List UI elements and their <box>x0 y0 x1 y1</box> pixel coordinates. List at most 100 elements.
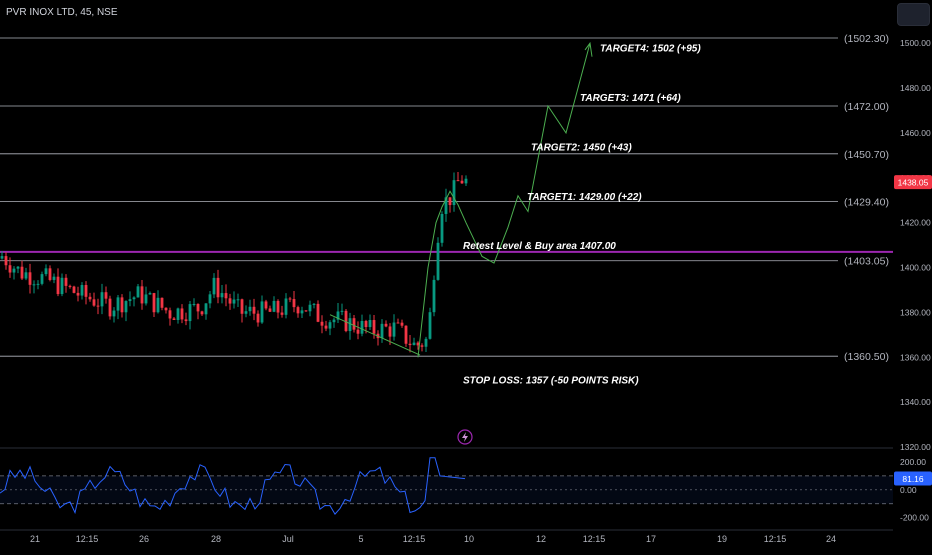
candle-body <box>32 284 36 286</box>
candle-body <box>352 318 356 330</box>
candle-body <box>280 312 284 315</box>
price-tick-label: 1380.00 <box>900 307 931 317</box>
candle-body <box>292 299 296 308</box>
candle-body <box>160 297 164 308</box>
candle-body <box>184 319 188 322</box>
candle-body <box>464 178 468 184</box>
time-tick-label: 5 <box>358 534 363 544</box>
candle-body <box>420 345 424 347</box>
candle-body <box>208 294 212 304</box>
candle-body <box>356 329 360 334</box>
candle-body <box>432 279 436 313</box>
annotation-label: TARGET3: 1471 (+64) <box>580 93 681 104</box>
candle-body <box>28 272 32 285</box>
price-tick-label: 1400.00 <box>900 263 931 273</box>
price-tick-label: 1340.00 <box>900 397 931 407</box>
toolbar-button[interactable] <box>897 3 930 26</box>
candle-body <box>348 318 352 332</box>
candle-body <box>156 297 160 313</box>
candle-body <box>340 310 344 312</box>
candle-body <box>228 298 232 304</box>
candle-body <box>144 294 148 304</box>
candle-body <box>96 305 100 307</box>
candle-body <box>332 319 336 323</box>
candle-body <box>36 283 40 285</box>
candle-body <box>224 293 228 299</box>
trend-line <box>329 314 421 356</box>
time-tick-label: 26 <box>139 534 149 544</box>
time-tick-label: 28 <box>211 534 221 544</box>
candle-body <box>0 256 4 259</box>
oscillator-line <box>0 457 466 515</box>
candle-body <box>288 298 292 300</box>
oscillator-tick-label: 200.00 <box>900 457 926 467</box>
candle-body <box>428 312 432 339</box>
annotation-label: Retest Level & Buy area 1407.00 <box>463 241 616 252</box>
time-tick-label: 12:15 <box>76 534 99 544</box>
candle-body <box>56 276 60 295</box>
level-label: (1472.00) <box>844 101 889 113</box>
candle-body <box>104 292 108 299</box>
candle-body <box>396 322 400 324</box>
candle-body <box>116 297 120 311</box>
candle-body <box>344 310 348 332</box>
candle-body <box>404 325 408 344</box>
candle-body <box>388 326 392 337</box>
candle-body <box>204 303 208 315</box>
time-tick-label: 12:15 <box>583 534 606 544</box>
candle-body <box>120 297 124 313</box>
candle-body <box>264 301 268 309</box>
level-label: (1502.30) <box>844 33 889 45</box>
candle-body <box>212 277 216 295</box>
candle-body <box>308 304 312 312</box>
level-label: (1403.05) <box>844 256 889 268</box>
candle-body <box>88 296 92 300</box>
candle-body <box>436 242 440 280</box>
time-tick-label: 12 <box>536 534 546 544</box>
candle-body <box>172 318 176 320</box>
candle-body <box>240 299 244 314</box>
candle-body <box>360 320 364 334</box>
candle-body <box>416 342 420 346</box>
candle-body <box>232 299 236 304</box>
candle-body <box>192 303 196 305</box>
candle-body <box>296 307 300 314</box>
candle-body <box>16 266 20 269</box>
candle-body <box>136 286 140 298</box>
oscillator-tick-label: -200.00 <box>900 513 929 523</box>
price-tick-label: 1320.00 <box>900 442 931 452</box>
candle-body <box>372 320 376 334</box>
candle-body <box>196 303 200 312</box>
candle-body <box>48 268 52 280</box>
oscillator-value-badge <box>894 471 932 486</box>
time-tick-label: 19 <box>717 534 727 544</box>
time-tick-label: 17 <box>646 534 656 544</box>
candle-body <box>188 304 192 322</box>
candle-body <box>440 213 444 243</box>
current-price-badge <box>894 175 932 190</box>
candle-body <box>200 311 204 315</box>
candle-body <box>256 313 260 323</box>
candle-body <box>400 322 404 326</box>
candle-body <box>12 268 16 273</box>
candle-body <box>180 308 184 320</box>
candle-body <box>80 285 84 296</box>
annotation-label: TARGET1: 1429.00 (+22) <box>527 192 642 203</box>
candle-body <box>444 197 448 214</box>
annotation-label: TARGET4: 1502 (+95) <box>600 44 701 55</box>
projection-arrowhead <box>584 41 593 57</box>
level-label: (1450.70) <box>844 149 889 161</box>
candle-body <box>4 256 8 266</box>
candle-body <box>268 308 272 312</box>
time-tick-label: 21 <box>30 534 40 544</box>
candle-body <box>132 297 136 300</box>
candle-body <box>140 286 144 304</box>
candle-body <box>40 274 44 284</box>
time-tick-label: 24 <box>826 534 836 544</box>
candle-body <box>320 321 324 326</box>
oscillator-tick-label: 0.00 <box>900 485 917 495</box>
candle-body <box>260 301 264 323</box>
candle-body <box>304 310 308 312</box>
